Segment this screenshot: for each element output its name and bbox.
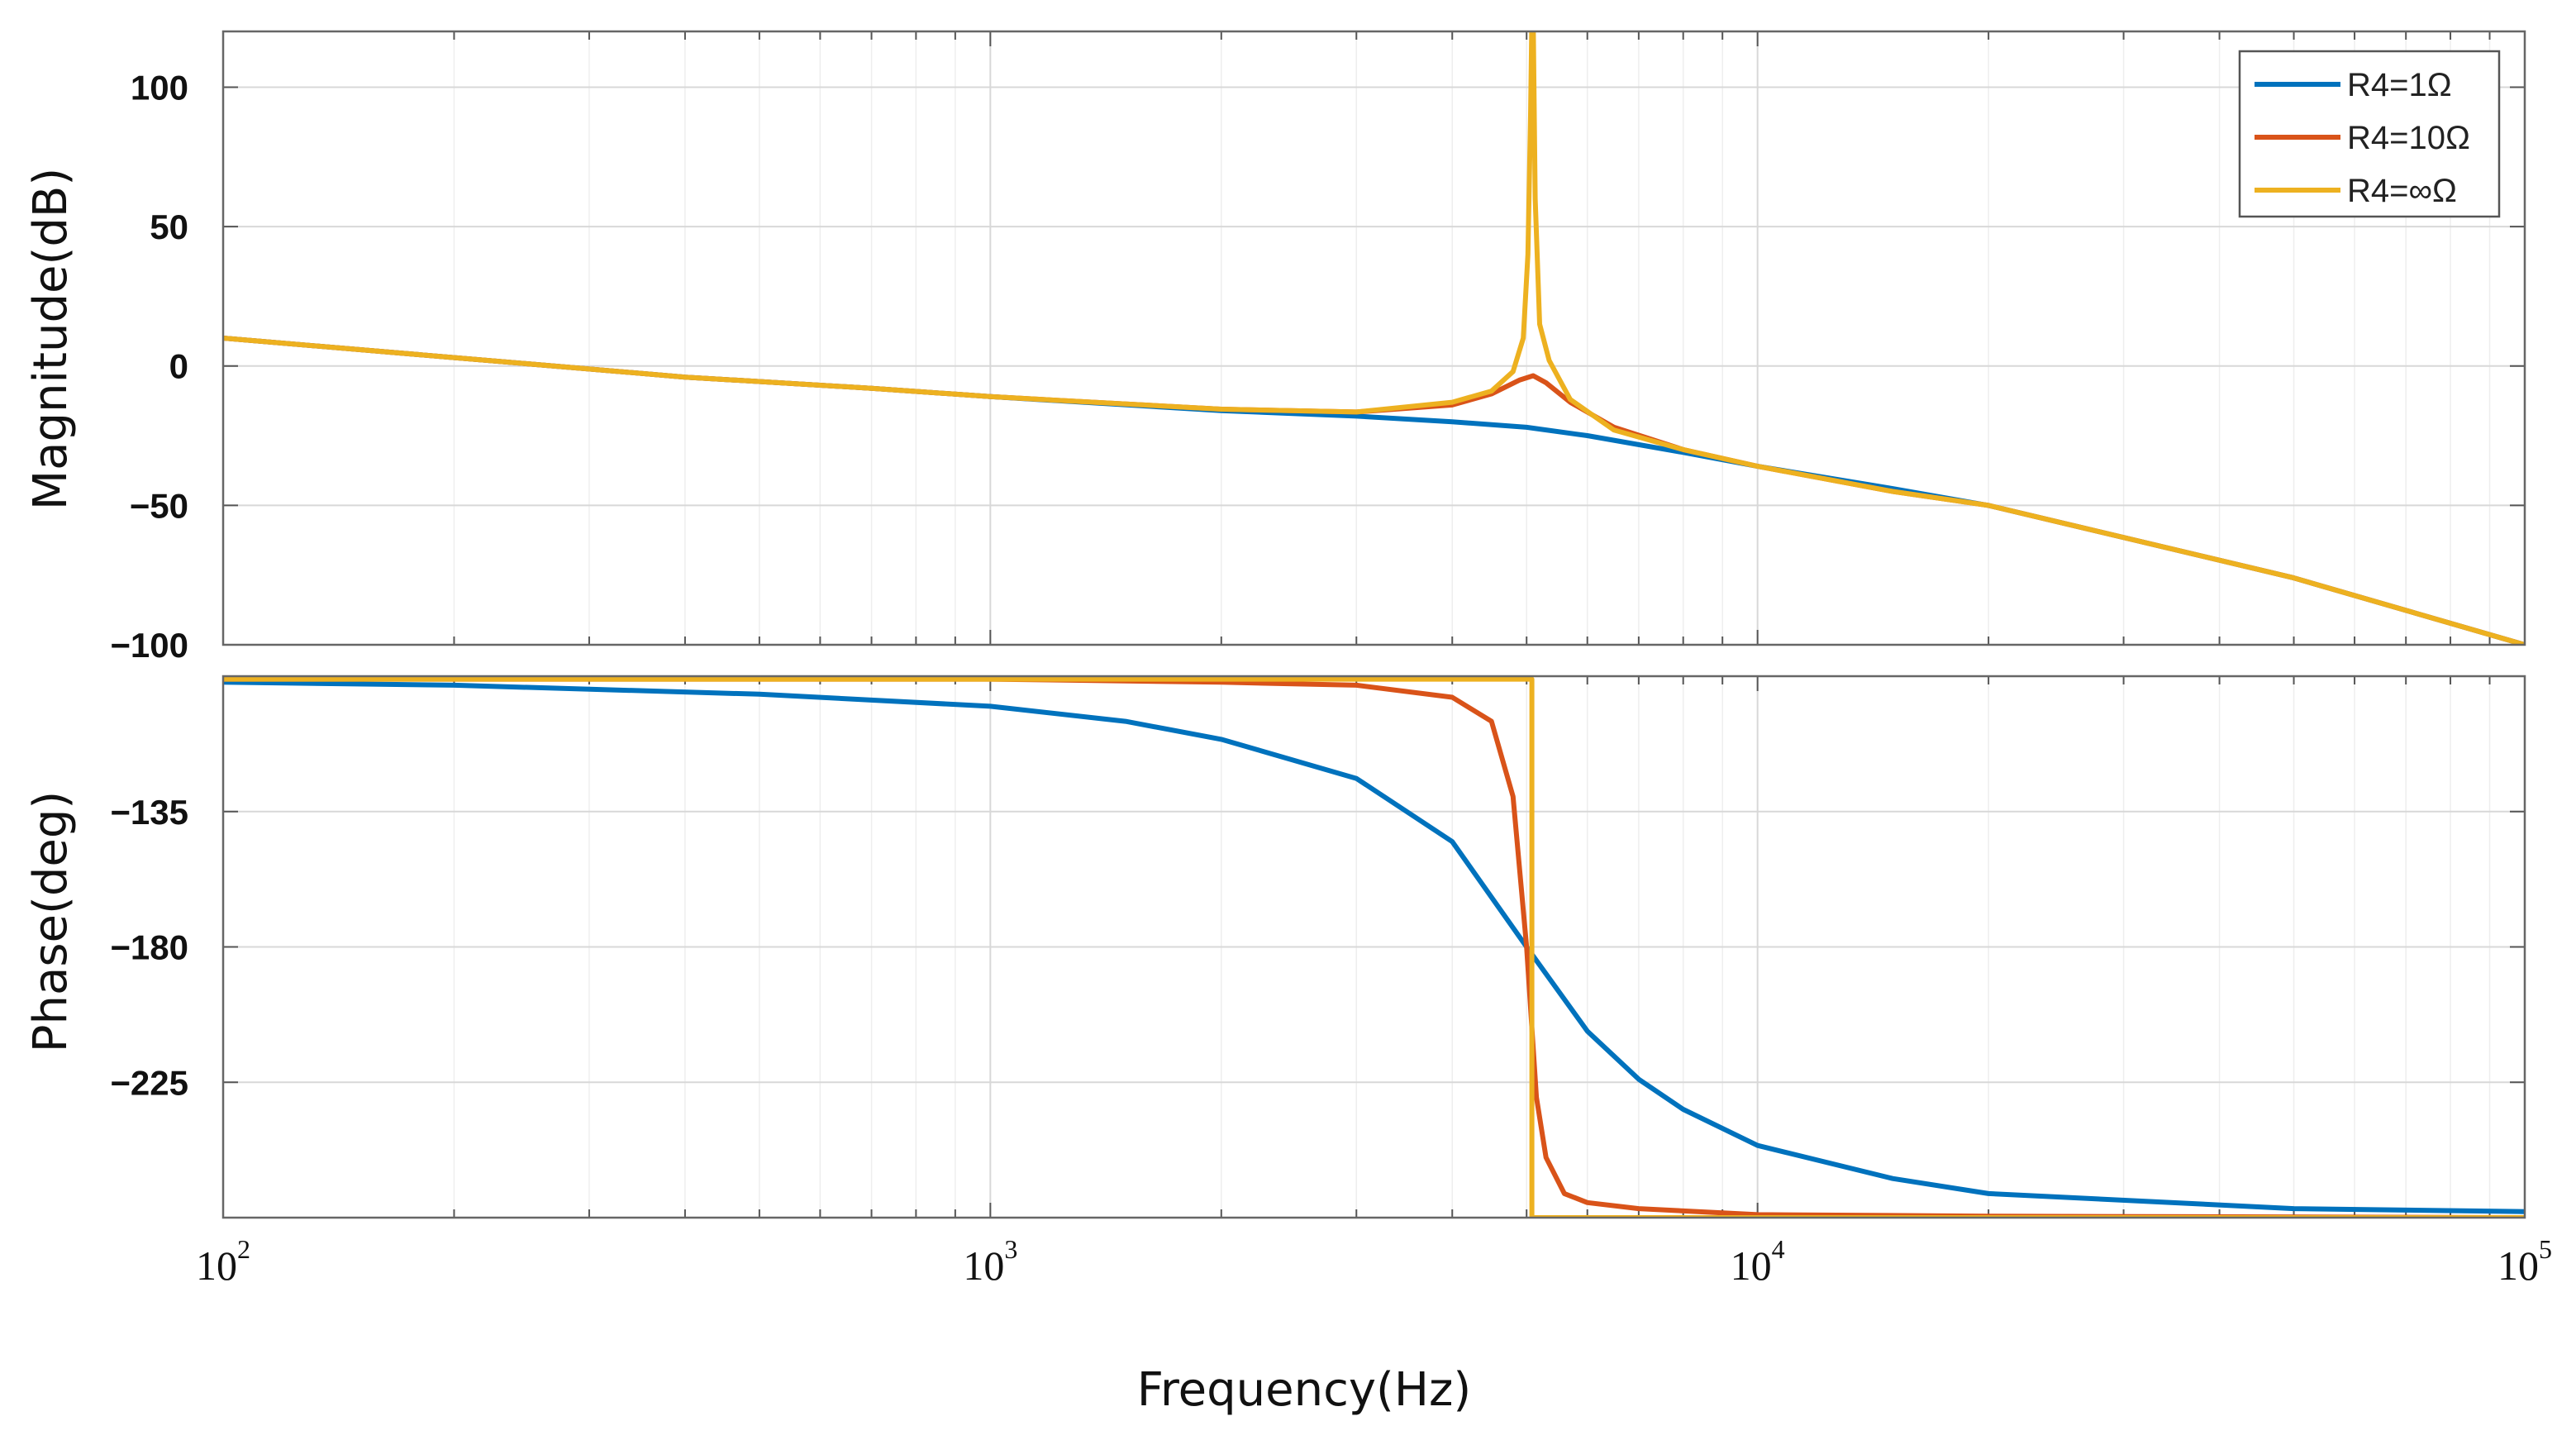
phase-axes: −135 −180 −225 102 103 104 105 <box>110 675 2552 1289</box>
magnitude-series-group <box>223 31 2525 645</box>
phase-y-axis-label: Phase(deg) <box>24 791 78 1052</box>
magnitude-y-tick-label: 50 <box>150 207 188 246</box>
x-tick-label: 104 <box>1731 1234 1785 1289</box>
phase-y-tick-label: −180 <box>110 928 188 967</box>
legend-entry-label: R4=∞Ω <box>2347 173 2457 209</box>
phase-y-tick-label: −225 <box>110 1063 188 1102</box>
legend-entry-label: R4=1Ω <box>2347 67 2452 103</box>
phase-series-line <box>223 676 2525 1218</box>
legend: R4=1Ω R4=10Ω R4=∞Ω <box>2238 50 2501 218</box>
legend-entry-label: R4=10Ω <box>2347 120 2470 156</box>
magnitude-y-tick-label: −100 <box>110 626 188 665</box>
phase-y-tick-label: −135 <box>110 793 188 832</box>
magnitude-axes: 100 50 0 −50 −100 <box>110 30 2526 665</box>
magnitude-y-tick-label: −50 <box>130 486 188 525</box>
magnitude-axes-frame <box>221 30 2526 646</box>
phase-axes-frame <box>221 675 2526 1219</box>
phase-series-line <box>223 676 2525 1218</box>
magnitude-y-tick-label: 0 <box>169 347 188 386</box>
magnitude-series-line <box>223 336 2525 645</box>
magnitude-series-line <box>223 336 2525 645</box>
phase-series-group <box>223 676 2525 1218</box>
x-tick-label: 102 <box>196 1234 250 1289</box>
magnitude-series-line <box>223 31 2525 645</box>
magnitude-y-tick-label: 100 <box>131 68 188 107</box>
x-tick-label: 105 <box>2497 1234 2552 1289</box>
magnitude-y-axis-label: Magnitude(dB) <box>24 168 78 510</box>
frequency-x-axis-label: Frequency(Hz) <box>1137 1363 1472 1417</box>
x-tick-label: 103 <box>963 1234 1017 1289</box>
